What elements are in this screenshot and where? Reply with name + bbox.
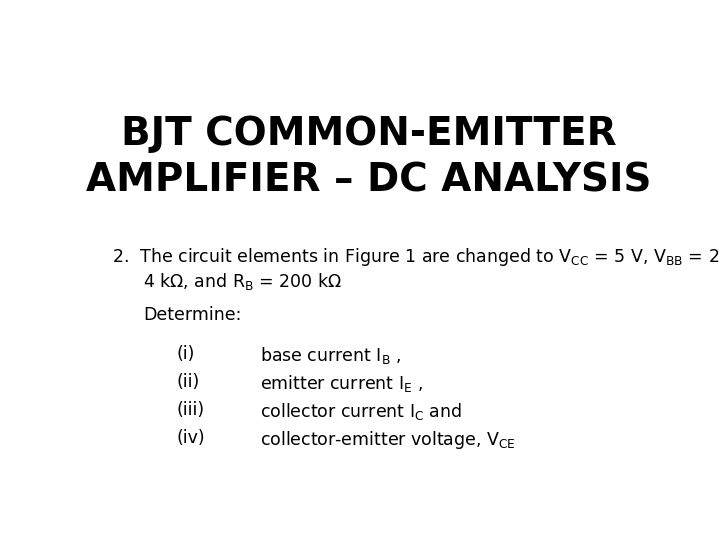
Text: 4 k$\Omega$, and R$_{\mathregular{B}}$ = 200 k$\Omega$: 4 k$\Omega$, and R$_{\mathregular{B}}$ =… [143,272,342,293]
Text: collector current I$_{\mathregular{C}}$ and: collector current I$_{\mathregular{C}}$ … [260,401,462,422]
Text: BJT COMMON-EMITTER
AMPLIFIER – DC ANALYSIS: BJT COMMON-EMITTER AMPLIFIER – DC ANALYS… [86,114,652,200]
Text: 2.  The circuit elements in Figure 1 are changed to V$_{\mathregular{CC}}$ = 5 V: 2. The circuit elements in Figure 1 are … [112,246,720,268]
Text: Determine:: Determine: [143,306,241,324]
Text: (ii): (ii) [176,373,199,392]
Text: collector-emitter voltage, V$_{\mathregular{CE}}$: collector-emitter voltage, V$_{\mathregu… [260,429,516,451]
Text: emitter current I$_{\mathregular{E}}$ ,: emitter current I$_{\mathregular{E}}$ , [260,373,423,394]
Text: (iii): (iii) [176,401,204,419]
Text: (i): (i) [176,346,195,363]
Text: (iv): (iv) [176,429,205,447]
Text: base current I$_{\mathregular{B}}$ ,: base current I$_{\mathregular{B}}$ , [260,346,402,367]
